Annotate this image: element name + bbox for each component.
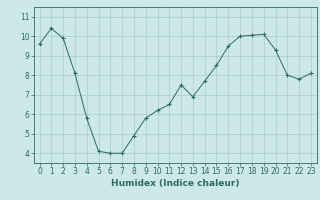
X-axis label: Humidex (Indice chaleur): Humidex (Indice chaleur) [111, 179, 239, 188]
